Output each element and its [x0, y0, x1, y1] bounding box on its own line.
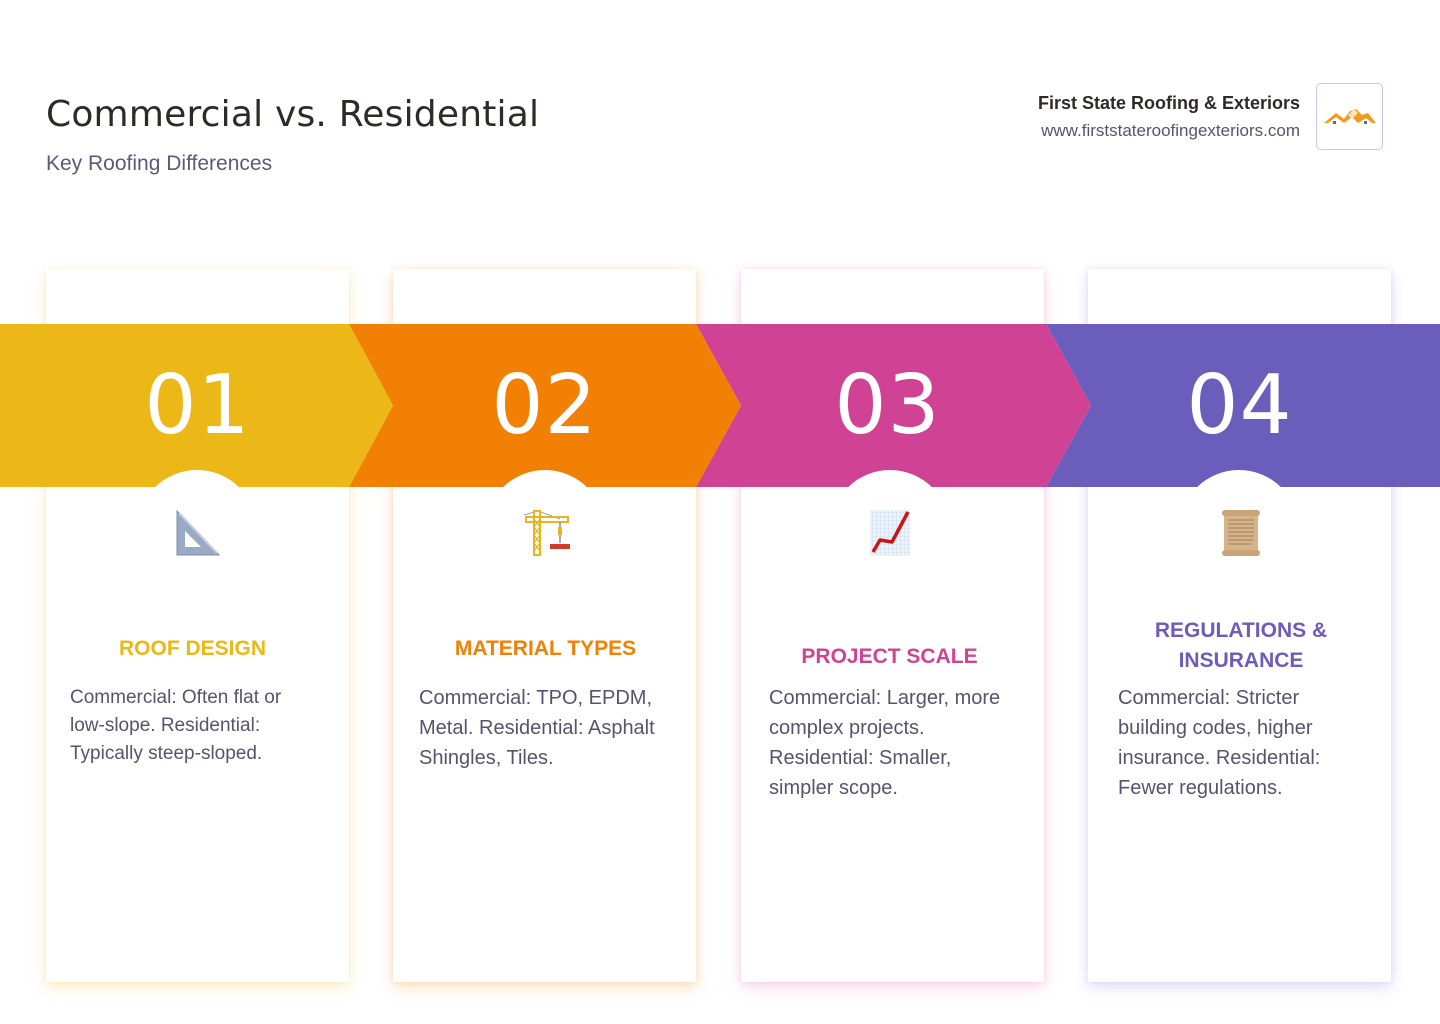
brand-logo	[1316, 83, 1383, 150]
step-heading-2: MATERIAL TYPES	[454, 637, 637, 660]
chevron-segment-2	[349, 324, 741, 487]
step-number-2: 02	[491, 358, 598, 453]
house-roof-logo-icon	[1323, 108, 1376, 124]
step-body-1: Commercial: Often flat or low-slope. Res…	[70, 687, 282, 764]
chevron-segment-3	[696, 324, 1091, 487]
icon-circle-2	[485, 470, 605, 590]
construction-crane-icon	[515, 506, 575, 560]
step-body-2: Commercial: TPO, EPDM, Metal. Residentia…	[419, 687, 655, 769]
scroll-icon	[1211, 506, 1271, 560]
step-heading-1: ROOF DESIGN	[118, 637, 266, 660]
chevron-band	[0, 324, 1440, 487]
chevron-segment-4	[1046, 324, 1440, 487]
step-heading-4: REGULATIONS & INSURANCE	[1154, 619, 1328, 672]
brand-url[interactable]: www.firststateroofingexteriors.com	[1041, 121, 1300, 140]
step-number-3: 03	[834, 358, 941, 453]
page-subtitle: Key Roofing Differences	[46, 152, 273, 175]
step-heading-3: PROJECT SCALE	[801, 645, 978, 668]
step-body-3: Commercial: Larger, more complex project…	[769, 687, 1001, 799]
brand-name: First State Roofing & Exteriors	[1037, 93, 1300, 113]
chart-increasing-icon	[860, 506, 920, 560]
brand-block: First State Roofing & Exteriors www.firs…	[1038, 92, 1300, 144]
triangle-ruler-icon	[167, 506, 227, 560]
icon-circle-1	[137, 470, 257, 590]
step-number-4: 04	[1186, 358, 1293, 453]
page-title: Commercial vs. Residential	[46, 94, 540, 135]
step-number-1: 01	[144, 358, 251, 453]
chevron-segment-1	[0, 324, 393, 487]
step-body-4: Commercial: Stricter building codes, hig…	[1118, 687, 1321, 799]
